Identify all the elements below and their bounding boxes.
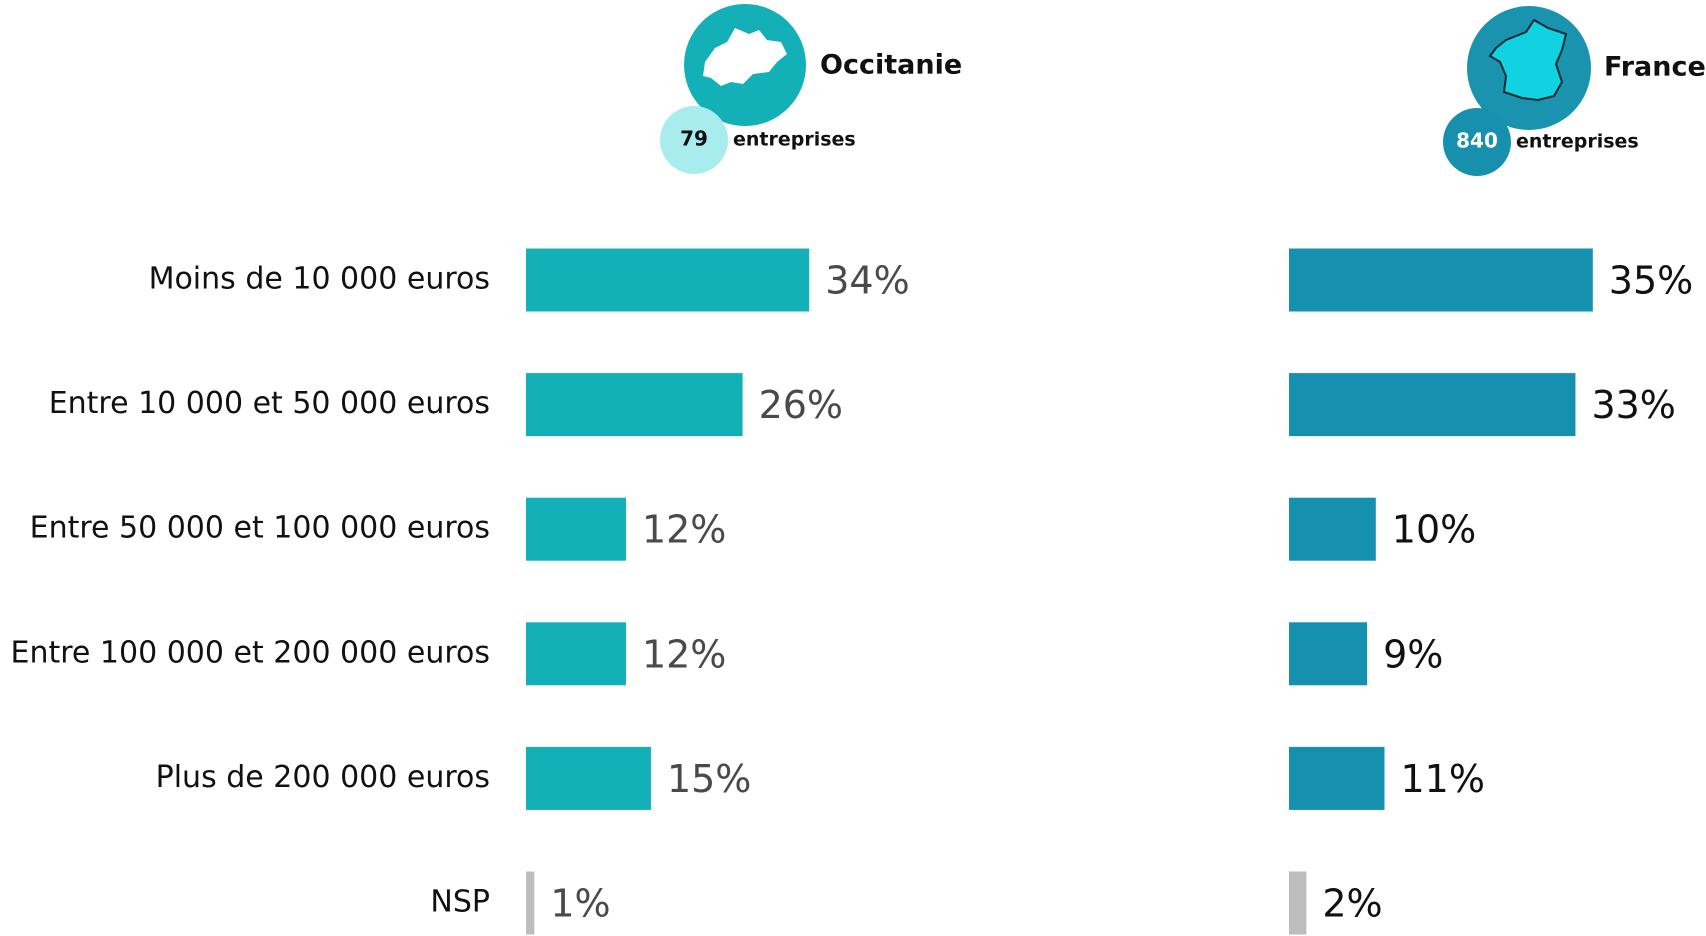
value-label: 15%	[667, 757, 751, 801]
value-label: 26%	[759, 383, 843, 427]
bar	[1289, 248, 1593, 312]
panel-title: Occitanie	[820, 50, 962, 81]
category-label: NSP	[430, 885, 490, 920]
value-label: 11%	[1400, 757, 1484, 801]
bar	[526, 871, 535, 935]
bar	[526, 622, 626, 686]
count-unit: entreprises	[1516, 131, 1639, 153]
value-label: 34%	[825, 259, 909, 303]
count: 79	[680, 127, 708, 151]
bar	[1289, 622, 1368, 686]
bar	[526, 248, 810, 312]
bar	[526, 497, 626, 561]
value-label: 2%	[1322, 882, 1382, 926]
category-label: Entre 10 000 et 50 000 euros	[49, 386, 490, 421]
region-map	[703, 28, 787, 86]
value-label: 9%	[1383, 632, 1443, 676]
count-badge	[660, 106, 728, 174]
category-label: Moins de 10 000 euros	[149, 262, 490, 297]
bar	[526, 746, 651, 810]
bar	[1289, 373, 1576, 437]
bar	[1289, 497, 1376, 561]
category-label: Entre 50 000 et 100 000 euros	[30, 511, 490, 546]
category-label: Entre 100 000 et 200 000 euros	[11, 635, 490, 670]
category-label: Plus de 200 000 euros	[156, 760, 490, 795]
value-label: 35%	[1609, 259, 1693, 303]
value-label: 33%	[1591, 383, 1675, 427]
bar	[526, 373, 743, 437]
value-label: 1%	[550, 882, 610, 926]
country-map	[1488, 18, 1568, 102]
count-badge	[1443, 108, 1511, 176]
bar	[1289, 746, 1385, 810]
value-label: 12%	[642, 632, 726, 676]
count-unit: entreprises	[733, 129, 856, 151]
panel-title: France	[1604, 52, 1706, 83]
bar	[1289, 871, 1307, 935]
value-label: 12%	[642, 508, 726, 552]
count: 840	[1456, 129, 1498, 153]
value-label: 10%	[1392, 508, 1476, 552]
